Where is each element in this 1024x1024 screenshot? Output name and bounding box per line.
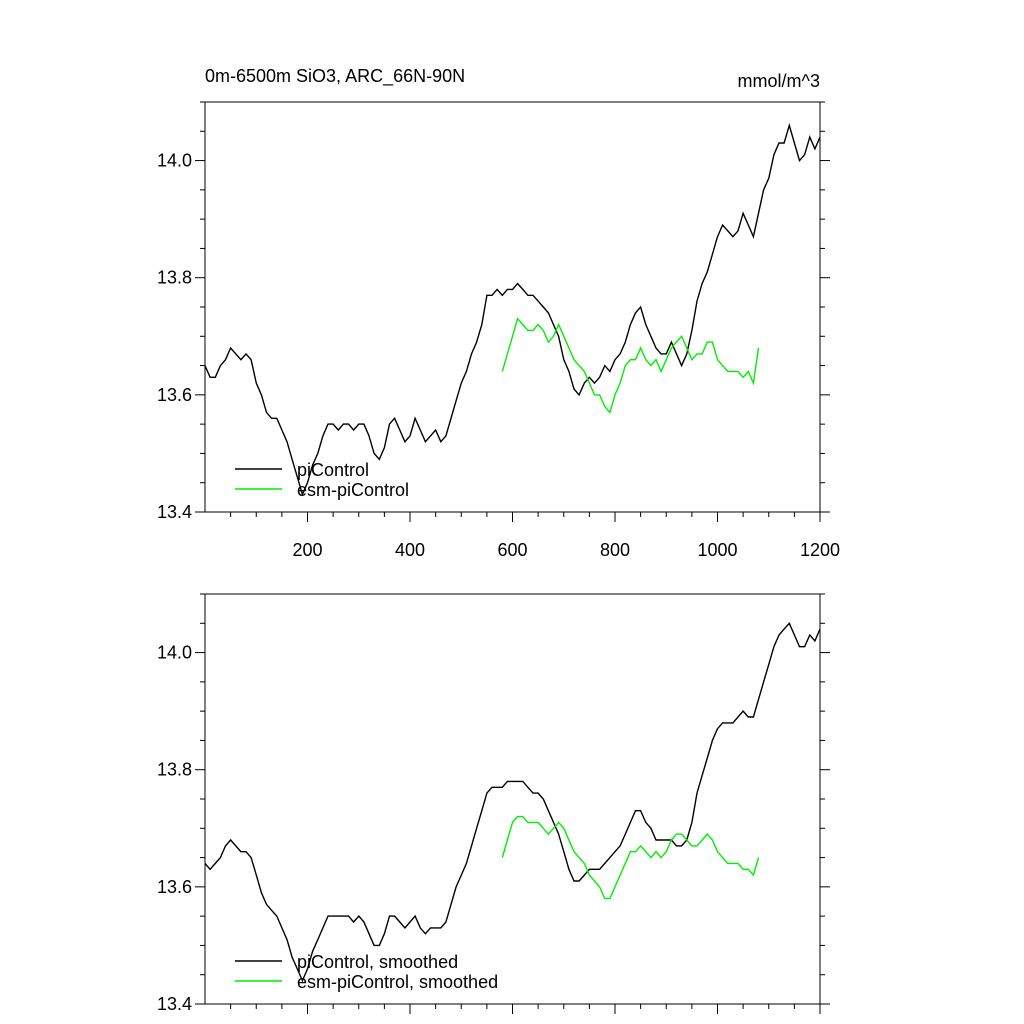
bottom-panel: 13.4 13.6 13.8 14.0 piControl, smoothed …: [157, 593, 830, 1014]
y-axis: 13.4 13.6 13.8 14.0: [157, 151, 192, 522]
plot-frame: [204, 593, 821, 1005]
legend: piControl esm-piControl: [235, 460, 409, 500]
y-tick-label: 13.6: [157, 877, 192, 897]
top-panel: 0m-6500m SiO3, ARC_66N-90N mmol/m^3 13.4…: [157, 66, 840, 560]
x-tick-label: 800: [600, 540, 630, 560]
x-tick-label: 200: [292, 540, 322, 560]
axis-ticks: [195, 101, 830, 522]
x-tick-label: 1200: [800, 540, 840, 560]
series-line-picontrol: [204, 122, 821, 497]
x-tick-label: 400: [395, 540, 425, 560]
legend-label-esm-picontrol: esm-piControl: [297, 480, 409, 500]
y-tick-label: 14.0: [157, 643, 192, 663]
y-tick-label: 14.0: [157, 151, 192, 171]
series-line-esm-picontrol: [501, 317, 760, 414]
y-tick-label: 13.8: [157, 760, 192, 780]
x-tick-label: 600: [497, 540, 527, 560]
legend: piControl, smoothed esm-piControl, smoot…: [235, 952, 498, 992]
x-axis: 200 400 600 800 1000 1200: [292, 540, 840, 560]
legend-label-picontrol-smoothed: piControl, smoothed: [297, 952, 458, 972]
series-line-picontrol-smoothed: [204, 622, 821, 983]
y-tick-label: 13.4: [157, 502, 192, 522]
x-tick-label: 1000: [697, 540, 737, 560]
y-tick-label: 13.6: [157, 385, 192, 405]
chart-title: 0m-6500m SiO3, ARC_66N-90N: [205, 66, 465, 87]
series-line-esm-picontrol-smoothed: [501, 815, 760, 900]
y-tick-label: 13.4: [157, 994, 192, 1014]
legend-label-picontrol: piControl: [297, 460, 369, 480]
y-tick-label: 13.8: [157, 268, 192, 288]
legend-label-esm-picontrol-smoothed: esm-piControl, smoothed: [297, 972, 498, 992]
plot-frame: [204, 101, 821, 513]
axis-ticks: [195, 593, 830, 1014]
units-label: mmol/m^3: [738, 71, 820, 91]
y-axis: 13.4 13.6 13.8 14.0: [157, 643, 192, 1014]
